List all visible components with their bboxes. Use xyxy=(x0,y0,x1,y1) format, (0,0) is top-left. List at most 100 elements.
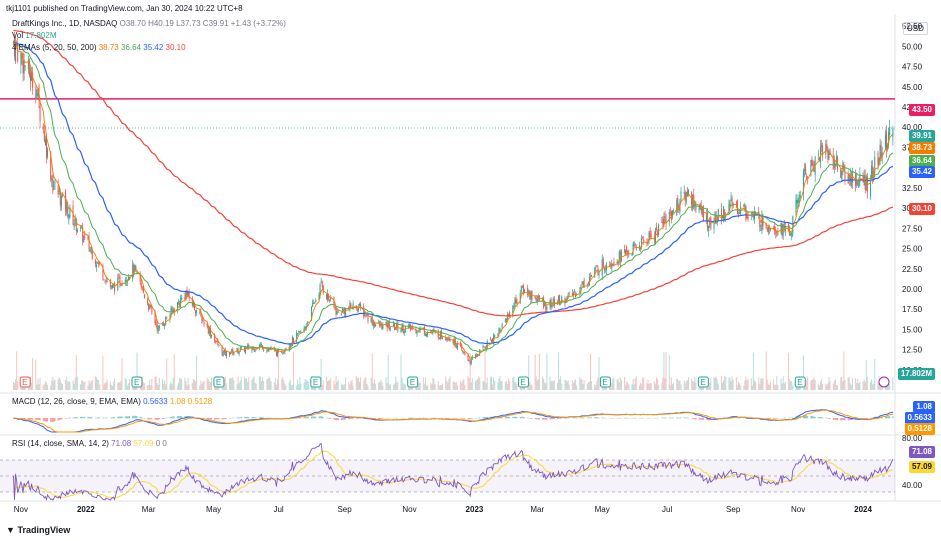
macd-histogram-bar xyxy=(238,417,240,419)
candle-body xyxy=(691,192,693,206)
volume-bar xyxy=(692,381,694,390)
macd-histogram-bar xyxy=(693,418,695,420)
candle-body xyxy=(535,297,537,302)
macd-histogram-bar xyxy=(91,417,93,419)
macd-histogram-bar xyxy=(691,418,693,419)
macd-histogram-bar xyxy=(315,416,317,419)
macd-histogram-bar xyxy=(109,417,111,419)
volume-bar xyxy=(328,380,330,390)
candle-body xyxy=(464,353,466,356)
legend-macd-row[interactable]: MACD (12, 26, close, 9, EMA, EMA) 0.5633… xyxy=(12,397,212,406)
macd-histogram-bar xyxy=(546,418,548,420)
macd-histogram-bar xyxy=(215,418,217,420)
volume-bar xyxy=(58,377,60,390)
volume-bar xyxy=(99,384,101,390)
candle-body xyxy=(695,203,697,210)
macd-histogram-bar xyxy=(514,416,516,419)
macd-histogram-bar xyxy=(702,418,704,420)
legend-symbol[interactable]: DraftKings Inc., 1D, NASDAQ xyxy=(12,19,118,28)
volume-bar xyxy=(590,353,592,390)
legend-ema-row[interactable]: 4 EMAs (5, 20, 50, 200) 38.73 36.64 35.4… xyxy=(12,43,186,52)
candle-body xyxy=(223,350,225,353)
macd-histogram-bar xyxy=(513,416,515,419)
macd-histogram-bar xyxy=(677,417,679,419)
candle-body xyxy=(52,175,54,191)
legend-volume-row[interactable]: Vol 17.802M xyxy=(12,31,57,40)
candle-body xyxy=(708,225,710,232)
volume-bar xyxy=(792,385,794,390)
candle-body xyxy=(807,177,809,178)
candle-body xyxy=(728,204,730,214)
macd-histogram-bar xyxy=(698,418,700,420)
price-axis-tick: 25.00 xyxy=(902,245,923,254)
candle-body xyxy=(792,216,794,234)
candle-body xyxy=(42,125,44,130)
volume-bar xyxy=(714,377,716,390)
footer-brand[interactable]: ▼ TradingView xyxy=(6,525,70,535)
macd-histogram-bar xyxy=(356,418,358,419)
volume-bar xyxy=(843,351,845,390)
legend-macd-value: 0.5633 xyxy=(143,397,168,406)
candle-body xyxy=(699,204,701,210)
volume-bar xyxy=(290,385,292,390)
candle-body xyxy=(581,282,583,284)
volume-bar xyxy=(195,381,197,390)
macd-histogram-bar xyxy=(616,418,618,419)
volume-bar xyxy=(806,379,808,390)
volume-bar xyxy=(747,378,749,390)
macd-histogram-bar xyxy=(39,418,41,421)
volume-bar xyxy=(437,381,439,390)
legend-rsi-row[interactable]: RSI (14, close, SMA, 14, 2) 71.08 57.09 … xyxy=(12,439,167,448)
volume-bar xyxy=(365,377,367,390)
candle-body xyxy=(797,200,799,204)
candle-body xyxy=(196,310,198,313)
candle-body xyxy=(210,335,212,338)
volume-bar xyxy=(478,376,480,390)
volume-bar xyxy=(166,358,168,390)
volume-bar xyxy=(243,377,245,390)
volume-bar xyxy=(445,376,447,390)
volume-bar xyxy=(559,379,561,390)
price-axis-tick: 17.50 xyxy=(902,305,923,314)
volume-bar xyxy=(737,382,739,390)
volume-bar xyxy=(394,383,396,390)
macd-histogram-bar xyxy=(849,418,851,420)
volume-bar xyxy=(782,376,784,390)
candle-body xyxy=(594,268,596,277)
macd-histogram-bar xyxy=(783,417,785,419)
macd-histogram-bar xyxy=(521,416,523,419)
macd-histogram-bar xyxy=(680,417,682,419)
candle-body xyxy=(266,350,268,352)
volume-bar xyxy=(766,379,768,390)
macd-histogram-bar xyxy=(267,417,269,419)
volume-bar xyxy=(32,357,34,390)
macd-histogram-bar xyxy=(268,417,270,419)
candle-body xyxy=(844,171,846,182)
time-axis-tick: 2024 xyxy=(854,505,872,514)
volume-bar xyxy=(780,378,782,390)
candle-body xyxy=(686,190,688,196)
volume-bar xyxy=(149,379,151,390)
volume-bar xyxy=(433,378,435,390)
volume-bar xyxy=(828,376,830,390)
macd-histogram-bar xyxy=(410,417,412,419)
volume-bar xyxy=(634,378,636,390)
macd-histogram-bar xyxy=(254,417,256,419)
macd-histogram-bar xyxy=(671,417,673,419)
candle-body xyxy=(470,358,472,364)
candle-body xyxy=(27,59,29,69)
macd-histogram-bar xyxy=(27,418,29,420)
currency-button[interactable]: USD xyxy=(903,22,928,35)
volume-bar xyxy=(695,382,697,390)
candle-body xyxy=(673,212,675,213)
dividend-split-icon xyxy=(878,376,890,388)
volume-bar xyxy=(397,382,399,390)
candle-body xyxy=(88,236,90,249)
candle-body xyxy=(841,170,843,181)
volume-bar xyxy=(516,384,518,390)
macd-histogram-bar xyxy=(583,417,585,419)
candle-body xyxy=(885,131,887,151)
candle-body xyxy=(664,215,666,219)
volume-bar xyxy=(723,380,725,390)
